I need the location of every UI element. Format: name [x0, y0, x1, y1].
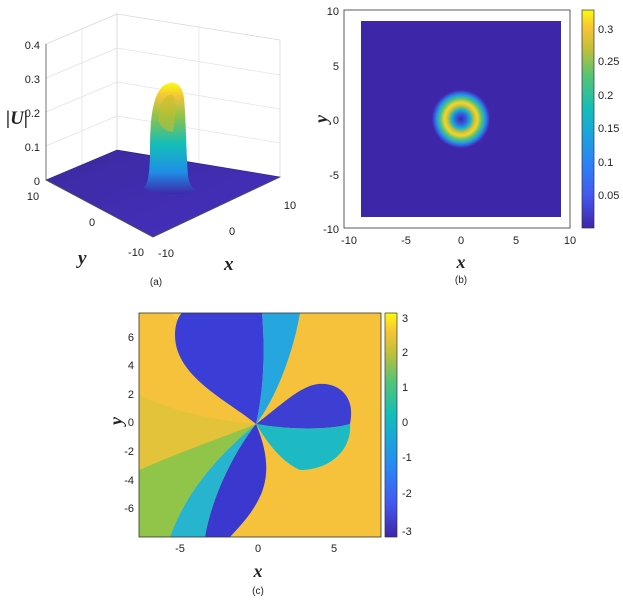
panel-b-y-label: y [311, 114, 331, 125]
panel-a-peak-inner [158, 94, 176, 132]
panel-c-y-ticks: 6 4 2 0 -2 -4 -6 [124, 332, 134, 515]
panel-c-colorbar [384, 312, 398, 538]
panel-c-ytick-3: 0 [128, 417, 134, 429]
panel-c-phase-upper-cyan [256, 313, 300, 424]
panel-b-xtick-0: -10 [341, 235, 357, 247]
panel-b-xtick-1: -5 [401, 235, 411, 247]
panel-a-ztick-4: 0.4 [25, 40, 40, 52]
panel-b-ytick-0: 10 [327, 6, 339, 18]
panel-b-ring [431, 89, 491, 149]
panel-a-z-label: |U| [6, 108, 28, 129]
panel-a-y-label: y [76, 248, 87, 269]
panel-c-caption: (c) [252, 586, 264, 597]
panel-a-ytick-2: -10 [128, 247, 144, 259]
panel-c-ytick-2: 2 [128, 389, 134, 401]
panel-b-x-ticks: -10 -5 0 5 10 [341, 235, 576, 247]
panel-a-xtick-2: 10 [284, 200, 296, 212]
panel-a-ytick-0: 10 [27, 191, 39, 203]
panel-a-ztick-1: 0.1 [25, 142, 40, 154]
panel-b-cbtick-0: 0.3 [598, 24, 613, 36]
panel-c-y-label: y [106, 416, 126, 427]
panel-a-ztick-3: 0.3 [25, 74, 40, 86]
panel-c-cbtick-0: 3 [402, 313, 408, 325]
panel-b-caption: (b) [455, 275, 467, 286]
panel-b-cbtick-4: 0.1 [598, 157, 613, 169]
panel-a-peak [143, 82, 199, 195]
panel-a-caption: (a) [150, 277, 162, 288]
panel-a-xtick-0: -10 [158, 248, 174, 260]
panel-b-xtick-2: 0 [458, 235, 464, 247]
panel-b-cbtick-1: 0.25 [598, 56, 619, 68]
panel-b-colorbar-ticks: 0.3 0.25 0.2 0.15 0.1 0.05 [598, 24, 619, 202]
panel-a-y-ticks: 10 0 -10 [27, 191, 144, 259]
panel-b-x-label: x [456, 252, 466, 272]
panel-c-phase-upper-blue [175, 313, 264, 424]
panel-b-cbtick-5: 0.05 [598, 190, 619, 202]
panel-b-frame [343, 9, 571, 229]
panel-a-ytick-1: 0 [89, 217, 95, 229]
panel-a-grid [45, 27, 281, 165]
panel-c-phase-left-green [139, 424, 256, 537]
panel-c-colorbar-ticks: 3 2 1 0 -1 -2 -3 [402, 313, 412, 538]
panel-a: 0 0.1 0.2 0.3 0.4 |U| 10 0 -10 y -10 0 1… [6, 13, 296, 288]
panel-c-phase-lower-blue [205, 424, 267, 537]
panel-b-ytick-4: -10 [323, 224, 339, 236]
panel-b-xtick-4: 10 [564, 235, 576, 247]
panel-a-x-ticks: -10 0 10 [158, 200, 296, 260]
panel-c-ytick-4: -2 [124, 446, 134, 458]
panel-b-y-ticks: 10 5 0 -5 -10 [323, 6, 339, 236]
panel-b-xtick-3: 5 [513, 235, 519, 247]
panel-b-ytick-2: 0 [333, 115, 339, 127]
panel-c-xtick-2: 5 [331, 543, 337, 555]
panel-b: -10 -5 0 5 10 10 5 0 -5 -10 x y (b) 0.3 … [311, 6, 619, 286]
panel-c-ytick-1: 4 [128, 360, 134, 372]
panel-c-xtick-0: -5 [175, 543, 185, 555]
panel-c-cbtick-5: -2 [402, 488, 412, 500]
panel-c-x-label: x [253, 561, 263, 581]
panel-c-cbtick-4: -1 [402, 452, 412, 464]
panel-b-colorbar [581, 9, 595, 229]
panel-c-cbtick-3: 0 [402, 417, 408, 429]
panel-c-phase-right-cyan [256, 424, 351, 470]
panel-a-ztick-0: 0 [34, 176, 40, 188]
panel-a-xtick-1: 0 [229, 226, 235, 238]
panel-a-ztick-2: 0.2 [25, 108, 40, 120]
panel-b-cbtick-3: 0.15 [598, 123, 619, 135]
panel-c-x-ticks: -5 0 5 [175, 543, 337, 555]
panel-c-cbtick-1: 2 [402, 347, 408, 359]
panel-a-z-ticks: 0 0.1 0.2 0.3 0.4 [25, 40, 40, 188]
panel-c-phase-right-blue [256, 383, 352, 429]
panel-c-ytick-0: 6 [128, 332, 134, 344]
panel-c-frame [138, 312, 382, 538]
panel-c: -5 0 5 6 4 2 0 -2 -4 -6 x y (c) 3 2 1 0 … [106, 312, 412, 597]
panel-b-ytick-1: 5 [333, 61, 339, 73]
panel-c-xtick-1: 0 [255, 543, 261, 555]
panel-c-cbtick-6: -3 [402, 526, 412, 538]
panel-c-ytick-6: -6 [124, 503, 134, 515]
panel-c-cbtick-2: 1 [402, 382, 408, 394]
panel-c-ytick-5: -4 [124, 475, 134, 487]
panel-a-x-label: x [223, 254, 234, 275]
panel-c-phase-left-yellow [139, 395, 256, 470]
panel-b-ytick-3: -5 [329, 170, 339, 182]
panel-b-cbtick-2: 0.2 [598, 90, 613, 102]
panel-c-phase-lower-cyan [170, 424, 256, 537]
